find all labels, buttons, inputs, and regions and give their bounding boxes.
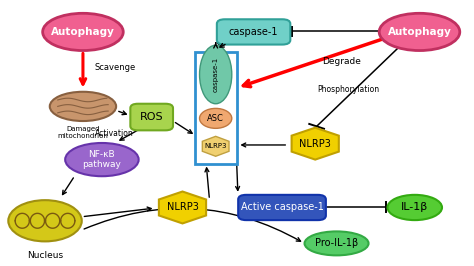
FancyBboxPatch shape	[130, 104, 173, 130]
Text: NF-κB
pathway: NF-κB pathway	[82, 150, 121, 169]
Ellipse shape	[43, 13, 123, 51]
Polygon shape	[202, 136, 229, 156]
Text: caspase-1: caspase-1	[213, 57, 219, 92]
FancyBboxPatch shape	[217, 19, 290, 45]
Ellipse shape	[65, 143, 138, 176]
Text: ROS: ROS	[140, 112, 164, 122]
Text: Active caspase-1: Active caspase-1	[241, 202, 323, 213]
Text: Degrade: Degrade	[322, 57, 361, 66]
Text: Autophagy: Autophagy	[388, 27, 451, 37]
Text: Activation: Activation	[95, 129, 134, 138]
Text: Phosphorylation: Phosphorylation	[317, 85, 379, 94]
Ellipse shape	[200, 109, 232, 128]
Text: NLRP3: NLRP3	[299, 139, 331, 149]
Ellipse shape	[304, 231, 368, 255]
Text: NLRP3: NLRP3	[166, 202, 199, 213]
Ellipse shape	[9, 200, 82, 242]
FancyBboxPatch shape	[238, 195, 326, 220]
Text: Nucleus: Nucleus	[27, 251, 63, 260]
Ellipse shape	[387, 195, 442, 220]
Polygon shape	[159, 192, 206, 223]
Ellipse shape	[200, 45, 232, 104]
Text: Pro-IL-1β: Pro-IL-1β	[315, 238, 358, 248]
Ellipse shape	[50, 92, 116, 121]
Text: Scavenge: Scavenge	[95, 63, 136, 72]
Text: ASC: ASC	[207, 114, 224, 123]
Bar	[195, 52, 237, 164]
Polygon shape	[292, 128, 339, 160]
Text: Autophagy: Autophagy	[51, 27, 115, 37]
Text: NLRP3: NLRP3	[204, 143, 227, 149]
Ellipse shape	[379, 13, 460, 51]
Text: IL-1β: IL-1β	[401, 202, 428, 213]
Text: Damaged
mitochondrion: Damaged mitochondrion	[57, 126, 109, 139]
Text: caspase-1: caspase-1	[229, 27, 278, 37]
